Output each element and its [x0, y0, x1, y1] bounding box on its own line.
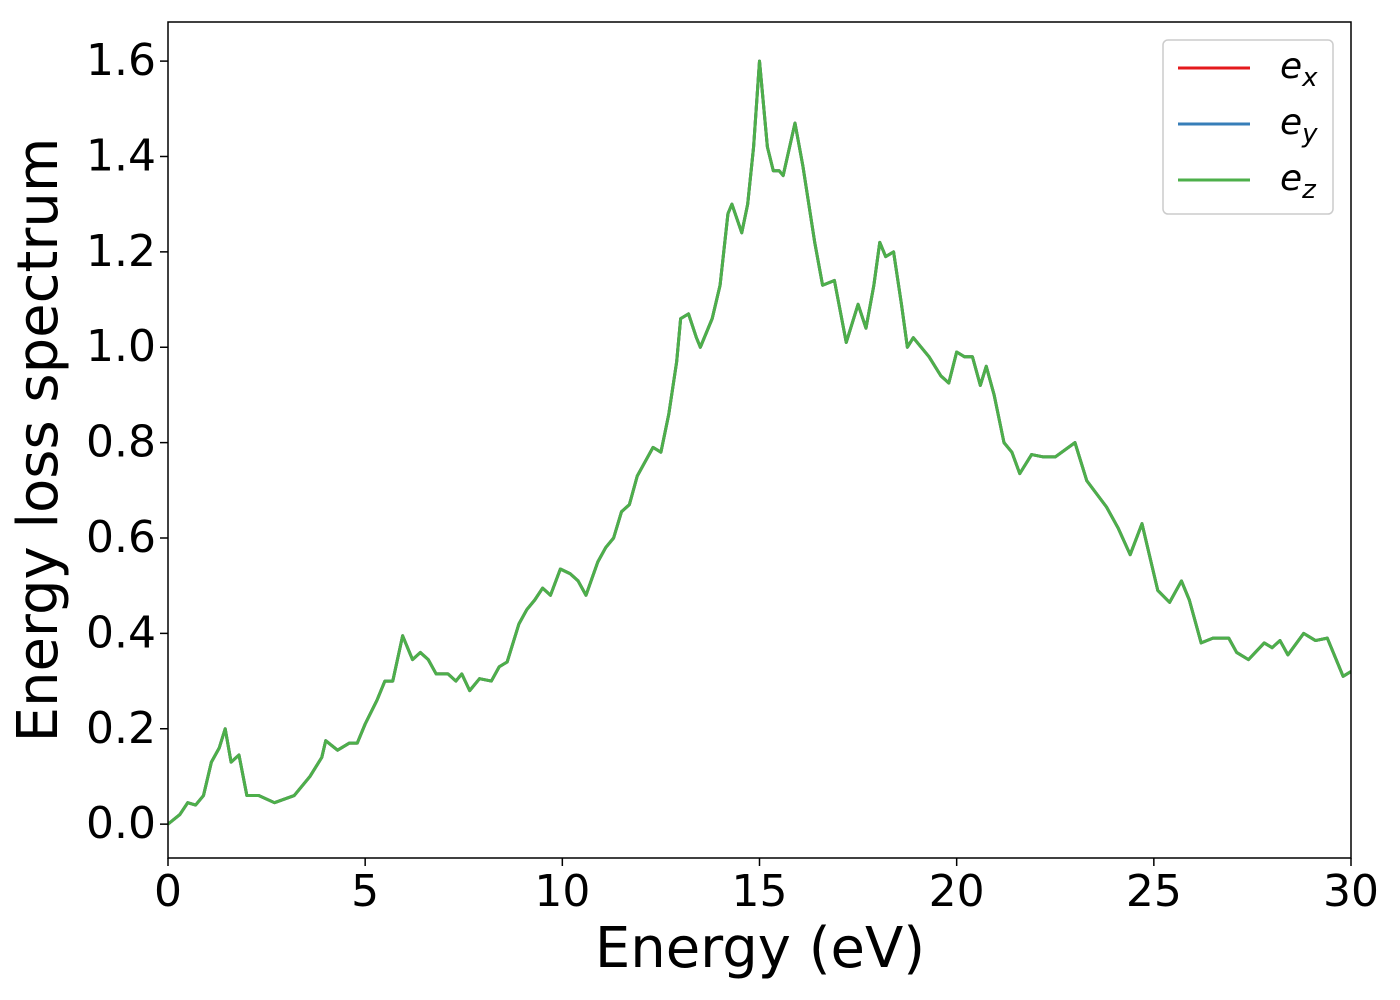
x-tick-label: 0	[154, 866, 182, 917]
y-tick-label: 1.0	[86, 321, 156, 372]
y-tick-label: 1.6	[86, 35, 156, 86]
x-tick-label: 30	[1323, 866, 1379, 917]
y-tick-label: 1.4	[86, 130, 156, 181]
y-tick-label: 0.2	[86, 703, 156, 754]
plot-frame	[167, 21, 1352, 859]
y-axis-label: Energy loss spectrum	[6, 138, 71, 743]
series-line	[168, 59, 1351, 826]
legend-box	[1162, 39, 1334, 215]
y-tick-label: 0.4	[86, 607, 156, 658]
x-axis-label: Energy (eV)	[595, 916, 925, 981]
y-tick-label: 1.2	[86, 226, 156, 277]
y-tick-label: 0.8	[86, 417, 156, 468]
x-tick-label: 25	[1126, 866, 1182, 917]
legend-subscript: y	[1301, 119, 1318, 149]
legend-subscript: z	[1301, 175, 1317, 205]
x-tick-label: 20	[929, 866, 985, 917]
x-tick-label: 5	[351, 866, 379, 917]
legend-subscript: x	[1301, 63, 1318, 93]
y-tick-label: 0.0	[86, 798, 156, 849]
y-tick-label: 0.6	[86, 512, 156, 563]
x-tick-label: 10	[534, 866, 590, 917]
x-tick-label: 15	[732, 866, 788, 917]
